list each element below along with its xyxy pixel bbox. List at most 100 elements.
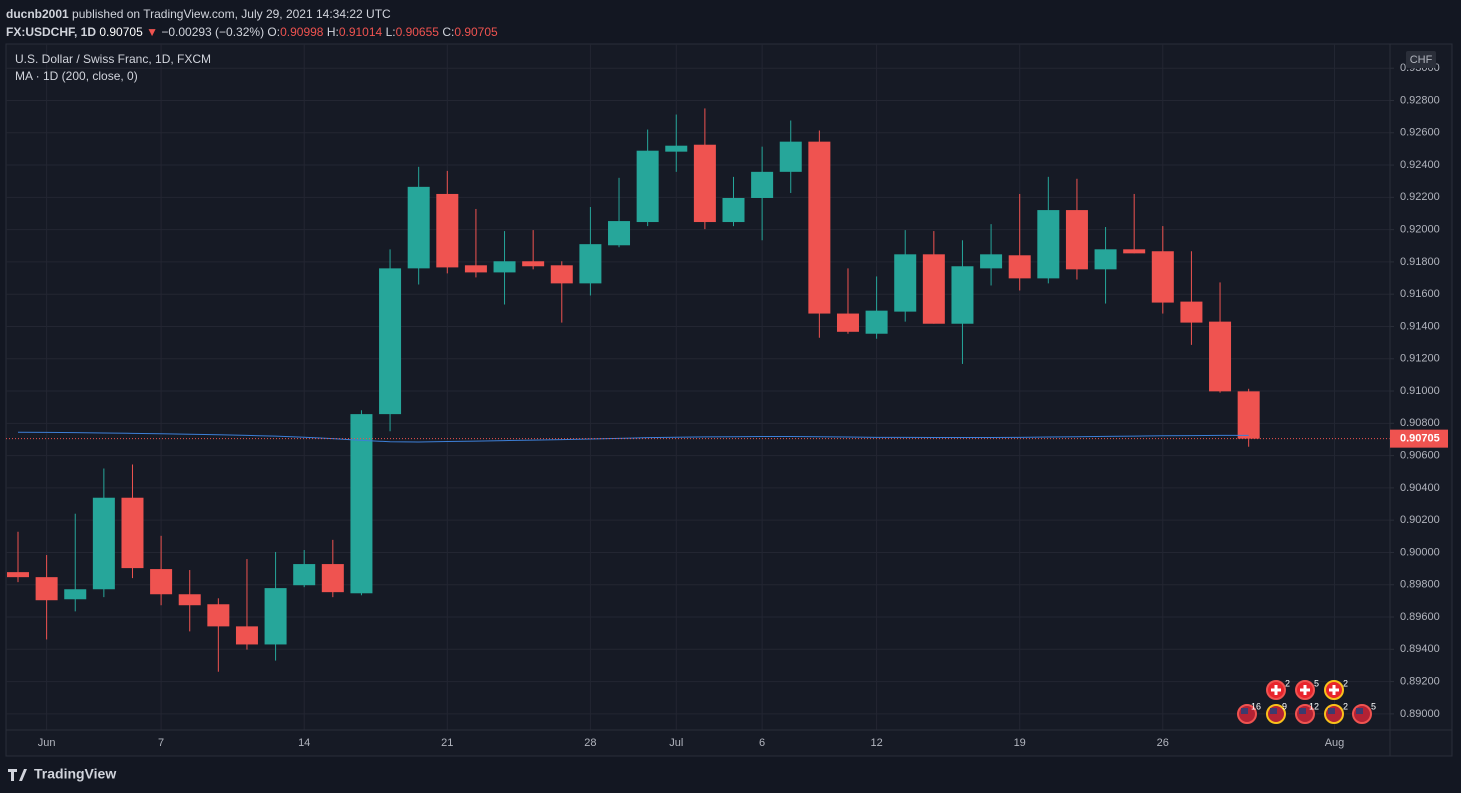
chart-title: U.S. Dollar / Swiss Franc, 1D, FXCM bbox=[15, 52, 211, 66]
candle-body bbox=[1151, 251, 1174, 303]
candle-body bbox=[7, 572, 29, 578]
event-icon[interactable]: 5 bbox=[1295, 678, 1319, 700]
footer-logo: TradingView bbox=[34, 766, 116, 782]
c-label: C: bbox=[442, 25, 455, 39]
candle-body bbox=[64, 589, 87, 600]
y-tick-label: 0.92200 bbox=[1400, 191, 1440, 203]
y-tick-label: 0.90800 bbox=[1400, 417, 1440, 429]
candle-body bbox=[121, 497, 144, 569]
candle-body bbox=[1094, 249, 1117, 270]
candle-body bbox=[922, 254, 945, 324]
event-count: 5 bbox=[1371, 701, 1376, 711]
y-tick-label: 0.90600 bbox=[1400, 450, 1440, 462]
candle-body bbox=[665, 145, 688, 152]
x-tick-label: Jun bbox=[38, 737, 56, 749]
y-tick-label: 0.91400 bbox=[1400, 320, 1440, 332]
candle-body bbox=[579, 244, 602, 284]
y-tick-label: 0.89800 bbox=[1400, 579, 1440, 591]
y-tick-label: 0.92800 bbox=[1400, 94, 1440, 106]
candle-body bbox=[235, 626, 258, 645]
y-tick-label: 0.92600 bbox=[1400, 127, 1440, 139]
candle-body bbox=[1209, 321, 1232, 392]
candle-body bbox=[608, 221, 631, 246]
candle-body bbox=[894, 254, 917, 312]
event-count: 2 bbox=[1285, 678, 1290, 688]
y-tick-label: 0.92400 bbox=[1400, 159, 1440, 171]
l-value: 0.90655 bbox=[395, 25, 439, 39]
candle-body bbox=[178, 594, 201, 606]
y-tick-label: 0.92000 bbox=[1400, 224, 1440, 236]
candle-body bbox=[436, 193, 459, 268]
candle-body bbox=[293, 564, 316, 586]
o-label: O: bbox=[267, 25, 281, 39]
event-count: 2 bbox=[1343, 678, 1348, 688]
candle-body bbox=[636, 150, 659, 223]
event-icon[interactable]: 2 bbox=[1324, 678, 1348, 700]
candle-body bbox=[1180, 301, 1203, 323]
event-count: 16 bbox=[1251, 701, 1261, 711]
h-value: 0.91014 bbox=[338, 25, 383, 39]
y-tick-label: 0.91800 bbox=[1400, 256, 1440, 268]
events: 2 5 2 16 9 12 2 5 bbox=[1237, 678, 1376, 724]
currency: CHF bbox=[1410, 54, 1433, 66]
candle-body bbox=[407, 186, 430, 269]
candle-body bbox=[1237, 391, 1260, 439]
currency-box bbox=[1406, 51, 1436, 68]
event-count: 5 bbox=[1314, 678, 1319, 688]
candle-body bbox=[321, 564, 344, 593]
candle-body bbox=[951, 266, 974, 324]
y-tick-label: 0.89000 bbox=[1400, 708, 1440, 720]
candle-body bbox=[693, 144, 716, 223]
x-tick-label: Jul bbox=[669, 737, 683, 749]
event-icon[interactable]: 12 bbox=[1295, 701, 1319, 724]
candle-body bbox=[980, 254, 1003, 269]
event-icon[interactable]: 9 bbox=[1266, 701, 1287, 724]
header: ducnb2001 published on TradingView.com, … bbox=[6, 5, 498, 41]
event-count: 9 bbox=[1282, 701, 1287, 711]
candle-body bbox=[722, 197, 745, 223]
event-icon[interactable]: 2 bbox=[1266, 678, 1290, 700]
candle-body bbox=[808, 141, 831, 314]
l-label: L: bbox=[385, 25, 396, 39]
candle-body bbox=[493, 261, 516, 273]
y-tick-label: 0.89600 bbox=[1400, 611, 1440, 623]
candle-body bbox=[92, 497, 115, 590]
candle-body bbox=[1008, 255, 1031, 279]
candle-body bbox=[522, 261, 545, 267]
candle-body bbox=[379, 268, 402, 415]
symbol: FX:USDCHF, 1D bbox=[6, 25, 97, 39]
change: −0.00293 (−0.32%) bbox=[161, 25, 265, 39]
x-tick-label: 14 bbox=[298, 737, 310, 749]
y-tick-label: 0.91200 bbox=[1400, 353, 1440, 365]
candle-body bbox=[350, 414, 373, 594]
event-icon[interactable]: 2 bbox=[1324, 701, 1348, 724]
candle-body bbox=[865, 310, 888, 334]
ma-line bbox=[17, 431, 1249, 443]
x-tick-label: 7 bbox=[158, 737, 164, 749]
c-value: 0.90705 bbox=[454, 25, 498, 39]
event-icon[interactable]: 5 bbox=[1352, 701, 1376, 724]
last-price: 0.90705 bbox=[99, 25, 143, 39]
candle-body bbox=[751, 171, 774, 198]
x-tick-label: 19 bbox=[1014, 737, 1026, 749]
x-tick-label: 6 bbox=[759, 737, 765, 749]
logo-icon bbox=[8, 769, 27, 781]
candle-body bbox=[207, 604, 230, 627]
candle-body bbox=[779, 141, 802, 172]
y-tick-label: 0.90400 bbox=[1400, 482, 1440, 494]
candle-body bbox=[1065, 210, 1088, 270]
event-icon[interactable]: 16 bbox=[1237, 701, 1261, 724]
user: ducnb2001 bbox=[6, 7, 69, 21]
candle-body bbox=[836, 313, 859, 332]
y-tick-label: 0.91000 bbox=[1400, 385, 1440, 397]
y-tick-label: 0.89400 bbox=[1400, 643, 1440, 655]
candle-body bbox=[264, 588, 287, 645]
x-tick-label: 12 bbox=[870, 737, 882, 749]
event-count: 12 bbox=[1309, 701, 1319, 711]
y-tick-label: 0.89200 bbox=[1400, 675, 1440, 687]
candle-body bbox=[550, 265, 573, 284]
x-tick-label: 28 bbox=[584, 737, 596, 749]
event-count: 2 bbox=[1343, 701, 1348, 711]
